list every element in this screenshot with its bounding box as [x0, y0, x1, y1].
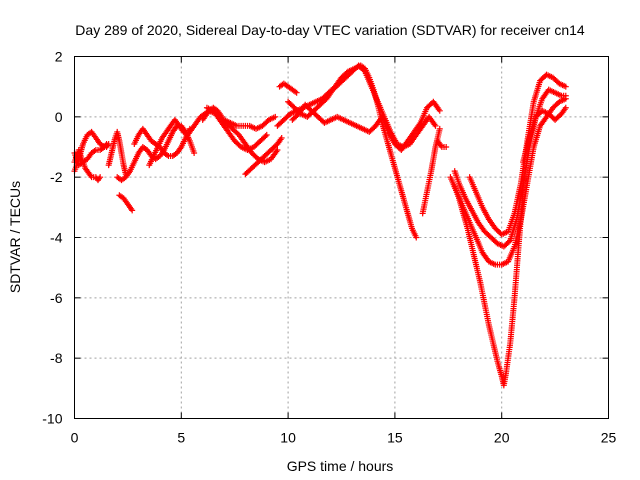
- data-point: [413, 234, 420, 241]
- series-track-l: [242, 134, 285, 178]
- x-axis-label: GPS time / hours: [287, 458, 394, 474]
- data-point: [562, 83, 569, 90]
- data-point: [360, 67, 367, 74]
- x-tick-label: 15: [387, 430, 403, 446]
- series-track-r: [434, 137, 450, 150]
- x-tick-label: 25: [601, 430, 617, 446]
- y-tick-labels: -10 -8 -6 -4 -2 0 2: [42, 49, 62, 427]
- data-point: [129, 207, 136, 214]
- series-track-p: [289, 98, 443, 154]
- x-tick-labels: 0 5 10 15 20 25: [71, 430, 617, 446]
- y-tick-label: -4: [50, 230, 63, 246]
- y-axis-label: SDTVAR / TECUs: [7, 181, 23, 293]
- y-tick-label: -2: [50, 169, 63, 185]
- chart-title: Day 289 of 2020, Sidereal Day-to-day VTE…: [75, 22, 585, 38]
- series-track-u: [447, 95, 569, 268]
- data-point: [562, 104, 569, 111]
- series-track-w: [520, 104, 569, 166]
- series-track-j: [203, 104, 281, 166]
- data-point: [432, 122, 439, 129]
- series-track-f: [116, 192, 136, 214]
- grid: [74, 56, 609, 419]
- series-track-k: [221, 113, 279, 132]
- data-point: [191, 150, 198, 157]
- y-tick-label: -10: [42, 411, 62, 427]
- series-track-n: [274, 62, 420, 241]
- data-point: [103, 140, 110, 147]
- x-tick-label: 0: [71, 430, 79, 446]
- data-point: [278, 134, 285, 141]
- x-tick-label: 10: [280, 430, 296, 446]
- data-point: [262, 133, 269, 140]
- y-tick-label: -8: [50, 350, 63, 366]
- data-point: [272, 113, 279, 120]
- series-track-d: [105, 128, 129, 178]
- series-track-t: [451, 86, 569, 250]
- y-tick-label: 0: [55, 109, 63, 125]
- series-track-m: [276, 80, 300, 96]
- x-tick-label: 5: [177, 430, 185, 446]
- data-point: [443, 144, 450, 150]
- x-tick-label: 20: [494, 430, 510, 446]
- data-point: [293, 89, 300, 96]
- y-tick-label: 2: [55, 49, 63, 65]
- series-track-g: [131, 125, 193, 160]
- y-tick-label: -6: [50, 290, 63, 306]
- data-point: [562, 95, 569, 102]
- series-track-q: [419, 125, 443, 217]
- data-point: [97, 174, 104, 181]
- data-point: [274, 147, 281, 154]
- data-points: [71, 62, 569, 389]
- data-point: [263, 131, 270, 138]
- series-track-c: [71, 140, 110, 169]
- data-point: [436, 107, 443, 114]
- data-point: [505, 238, 512, 245]
- plot-frame: [74, 56, 609, 419]
- data-point: [436, 125, 443, 132]
